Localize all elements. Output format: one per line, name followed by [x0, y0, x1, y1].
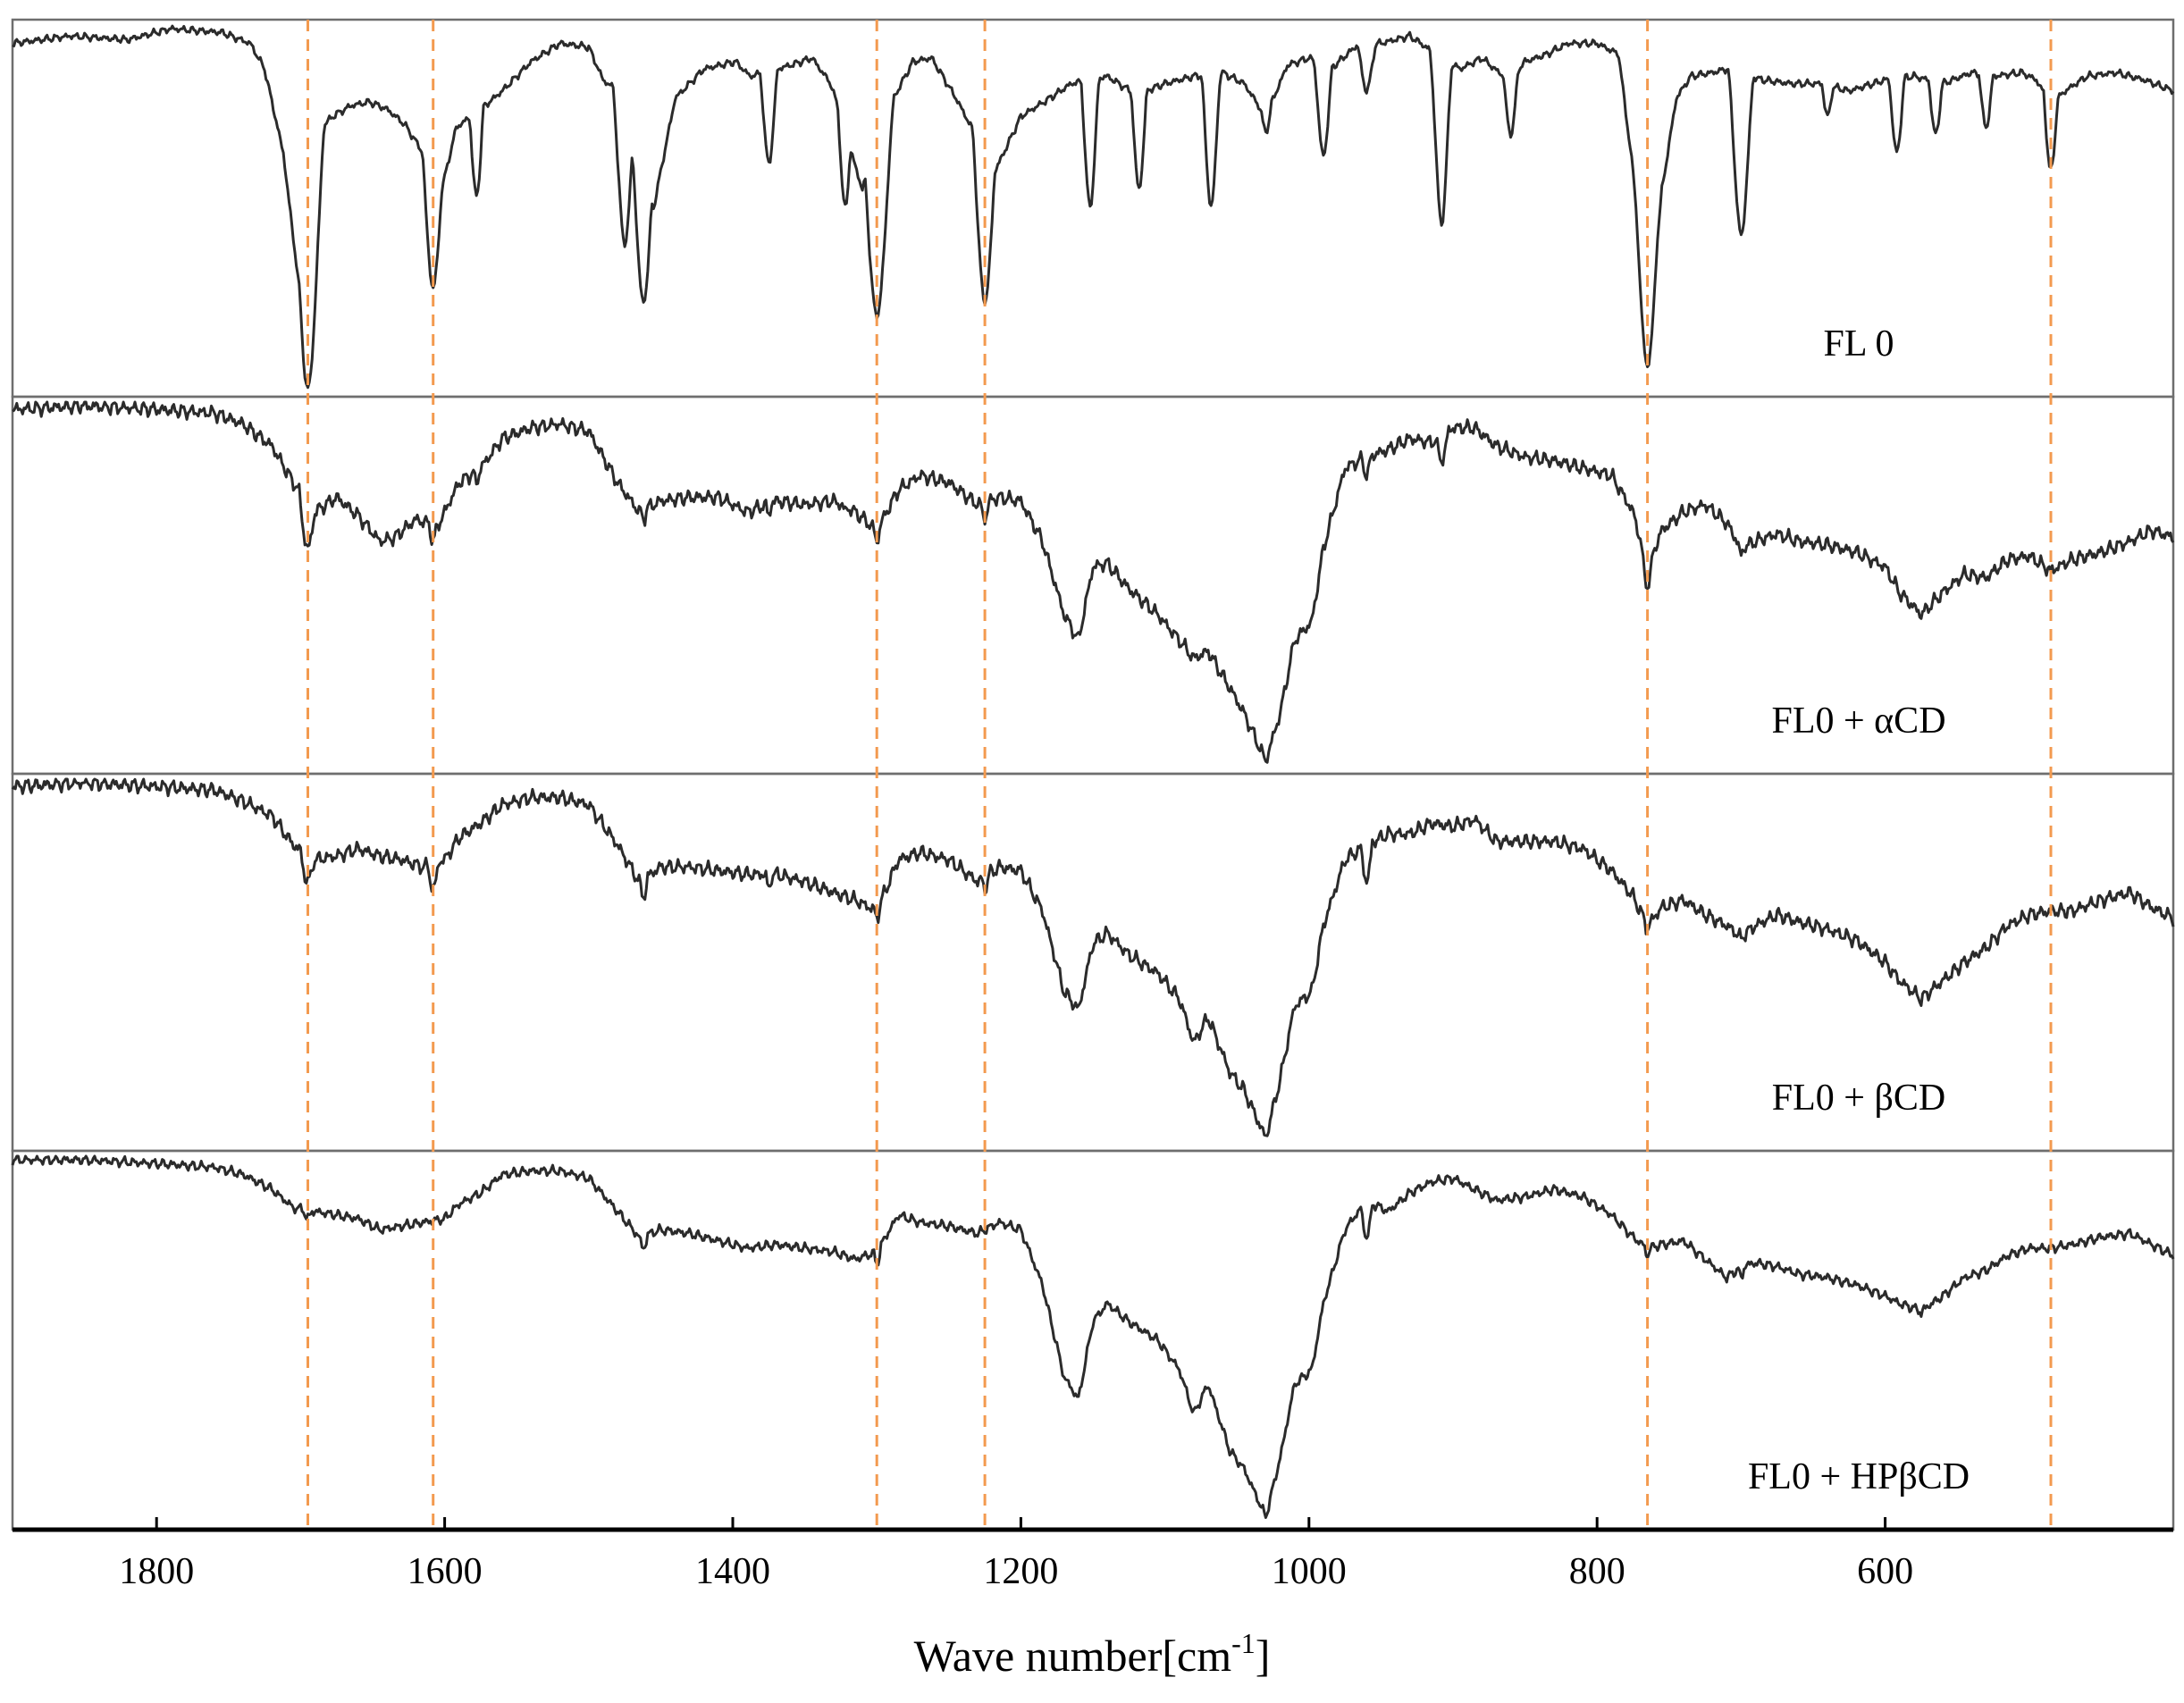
x-tick-label: 1200 [983, 1551, 1058, 1592]
series-labels: FL 0 FL0 + αCD FL0 + βCD FL0 + HPβCD [1748, 323, 1970, 1497]
x-tick-label: 1800 [119, 1551, 194, 1592]
reference-lines [307, 20, 2053, 1530]
x-tick-label: 1600 [407, 1551, 483, 1592]
spectrum-line-fl0-cd [11, 777, 2175, 1137]
spectrum-line-fl-0 [12, 24, 2175, 390]
series-label-fl0-cd: FL0 + βCD [1772, 1078, 1945, 1119]
spectrum-line-fl0-cd [12, 400, 2175, 764]
x-tick-label: 1000 [1272, 1551, 1347, 1592]
x-axis-ticks: 1800 1600 1400 1200 1000 800 600 [119, 1517, 1913, 1592]
x-tick-label: 600 [1857, 1551, 1913, 1592]
spectrum-line-fl0-hp-cd [11, 1154, 2175, 1519]
spectrum-panels [11, 18, 2175, 1531]
x-tick-label: 800 [1569, 1551, 1625, 1592]
x-axis-title: Wave number[cm-1] [914, 1627, 1271, 1681]
series-label-fl0-hp-cd: FL0 + HPβCD [1748, 1456, 1970, 1497]
series-label-fl0-cd: FL0 + αCD [1771, 700, 1945, 742]
x-tick-label: 1400 [695, 1551, 770, 1592]
series-label-fl-0: FL 0 [1824, 323, 1894, 365]
